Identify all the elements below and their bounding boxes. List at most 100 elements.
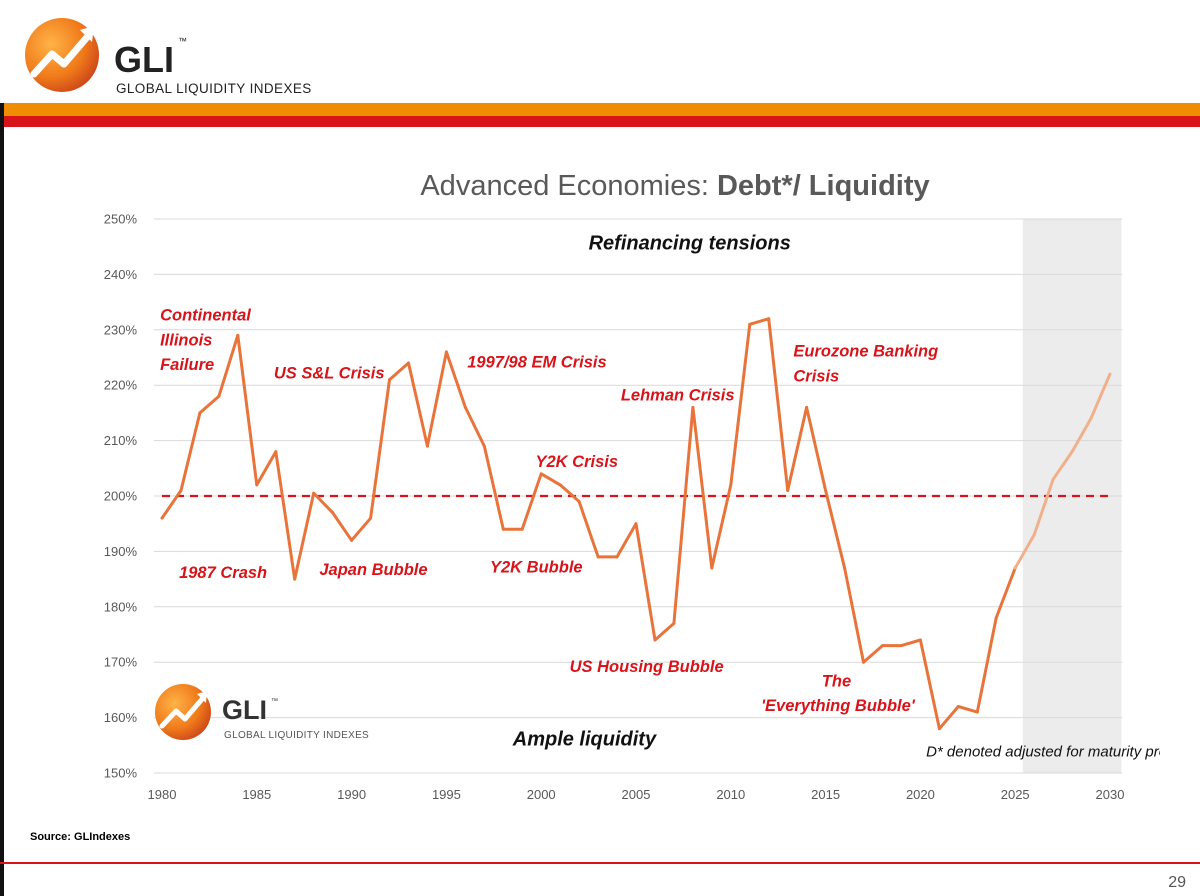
y-tick-label: 250% [104, 212, 138, 227]
logo-trademark: ™ [178, 36, 187, 46]
series-line-projection [1013, 373, 1112, 569]
x-tick-label: 1985 [242, 787, 271, 802]
annotation-label: Continental [160, 306, 251, 324]
data-point [956, 705, 960, 709]
data-point [653, 638, 657, 642]
x-tick-label: 2030 [1096, 787, 1125, 802]
data-point [767, 317, 771, 321]
left-edge-bar [0, 103, 4, 896]
chart-title-regular: Advanced Economies: [420, 170, 717, 202]
inner-logo-subtitle: GLOBAL LIQUIDITY INDEXES [224, 730, 369, 741]
x-tick-label: 2010 [716, 787, 745, 802]
annotation-label: Y2K Bubble [490, 558, 583, 576]
annotation-label: Eurozone Banking [793, 342, 938, 360]
chart-title: Advanced Economies: Debt*/ Liquidity [420, 170, 929, 202]
data-point [274, 450, 278, 454]
logo-subtitle: GLOBAL LIQUIDITY INDEXES [116, 81, 312, 96]
source-note: Source: GLIndexes [30, 831, 131, 843]
annotation-label: D* denoted adjusted for maturity profile [926, 743, 1160, 760]
data-point [520, 527, 524, 531]
annotation-label: Lehman Crisis [621, 387, 735, 405]
debt-liquidity-chart: 150% 160% 170% 180% 190% 200% 210% 220% 230% 240%… [104, 170, 1160, 802]
y-tick-label: 160% [104, 710, 138, 725]
annotation-label: 'Everything Bubble' [761, 697, 916, 715]
data-point [388, 378, 392, 382]
data-point [198, 411, 202, 415]
annotation-label: 1997/98 EM Crisis [467, 353, 606, 371]
x-tick-label: 2020 [906, 787, 935, 802]
data-point [843, 566, 847, 570]
x-axis: 1980 1985 1990 1995 2000 2005 2010 2015 2020 2025… [148, 787, 1125, 802]
x-tick-label: 1995 [432, 787, 461, 802]
data-point [748, 322, 752, 326]
x-tick-label: 2005 [622, 787, 651, 802]
header-orange-bar [0, 103, 1200, 116]
annotations: Refinancing tensions Ample liquidity D* de… [160, 232, 1160, 760]
data-point [217, 394, 221, 398]
data-point [482, 444, 486, 448]
data-point [1032, 533, 1036, 537]
y-tick-label: 180% [104, 599, 138, 614]
header-red-bar [0, 116, 1200, 127]
annotation-label: Failure [160, 356, 214, 374]
data-point [1108, 372, 1112, 376]
annotation-label: US Housing Bubble [570, 658, 724, 676]
data-point [691, 405, 695, 409]
data-point [369, 516, 373, 520]
annotation-label: 1987 Crash [179, 564, 267, 582]
data-points [160, 317, 1112, 731]
data-point [312, 491, 316, 495]
y-tick-label: 210% [104, 433, 138, 448]
y-tick-label: 170% [104, 655, 138, 670]
data-point [1051, 477, 1055, 481]
data-point [444, 350, 448, 354]
data-point [994, 616, 998, 620]
annotation-label: The [822, 673, 851, 691]
data-point [634, 522, 638, 526]
data-point [596, 555, 600, 559]
data-point [406, 361, 410, 365]
data-point [577, 500, 581, 504]
data-point [824, 488, 828, 492]
inner-logo-tm: ™ [271, 698, 278, 705]
y-tick-label: 190% [104, 544, 138, 559]
logo-title: GLI [114, 39, 174, 80]
data-point [862, 660, 866, 664]
data-point [880, 644, 884, 648]
data-point [937, 727, 941, 731]
y-tick-label: 200% [104, 489, 138, 504]
data-point [615, 555, 619, 559]
inner-logo-icon [155, 684, 211, 740]
data-point [1089, 416, 1093, 420]
chart-inner-logo: GLI ™ GLOBAL LIQUIDITY INDEXES [155, 684, 369, 741]
data-point [918, 638, 922, 642]
data-point [672, 621, 676, 625]
annotation-label: Japan Bubble [319, 561, 427, 579]
page-number: 29 [1168, 874, 1186, 891]
x-tick-label: 1980 [148, 787, 177, 802]
data-point [899, 644, 903, 648]
data-point [1070, 450, 1074, 454]
annotation-label: Crisis [793, 367, 839, 385]
annotation-label: Illinois [160, 331, 212, 349]
data-point [786, 488, 790, 492]
data-point [501, 527, 505, 531]
data-point [1013, 566, 1017, 570]
annotation-label: Y2K Crisis [536, 453, 619, 471]
data-point [179, 488, 183, 492]
y-tick-label: 240% [104, 267, 138, 282]
inner-logo-title: GLI [222, 695, 267, 725]
annotation-label: Ample liquidity [512, 728, 657, 750]
annotation-label: US S&L Crisis [274, 365, 385, 383]
data-point [236, 333, 240, 337]
data-point [558, 483, 562, 487]
x-tick-label: 1990 [337, 787, 366, 802]
data-point [805, 405, 809, 409]
data-point [463, 405, 467, 409]
data-point [710, 566, 714, 570]
data-point [729, 483, 733, 487]
x-tick-label: 2000 [527, 787, 556, 802]
x-tick-label: 2025 [1001, 787, 1030, 802]
y-axis: 150% 160% 170% 180% 190% 200% 210% 220% 230% 240%… [104, 212, 138, 781]
